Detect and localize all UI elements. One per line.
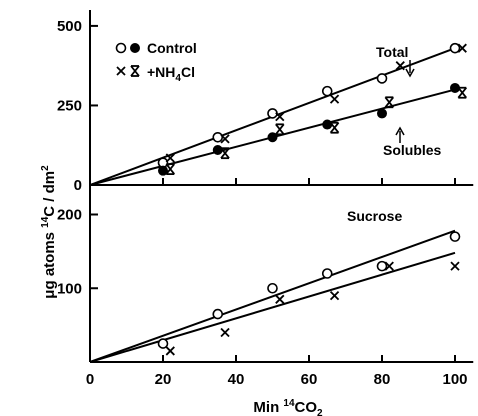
legend: Control +NH4Cl [115, 40, 197, 84]
data-point-filled-circle [377, 108, 387, 119]
y-tick-label: 0 [74, 177, 82, 194]
y-tick-label: 200 [57, 207, 82, 224]
data-point-x [220, 327, 230, 338]
legend-open-circle-icon [115, 42, 127, 54]
data-point-hourglass [457, 86, 468, 99]
x-tick-label: 40 [228, 371, 245, 388]
legend-filled-circle-icon [130, 43, 140, 53]
data-point-filled-circle [212, 145, 223, 155]
data-point-open-circle [449, 42, 461, 54]
data-point-open-circle [321, 85, 333, 97]
annotation-solubles: Solubles [383, 142, 442, 158]
data-point-hourglass [165, 163, 176, 175]
data-point-x [165, 153, 175, 163]
y-axis-label: μg atoms 14C / dm2 [40, 165, 58, 299]
data-point-hourglass [384, 96, 395, 109]
annotation-solubles-arrow-icon [395, 126, 405, 143]
data-point-hourglass [220, 147, 230, 160]
y-tick-label: 250 [57, 97, 82, 114]
fit-line [89, 229, 456, 363]
x-tick-label: 100 [442, 371, 467, 388]
data-point-open-circle [212, 308, 224, 320]
data-point-x [275, 294, 285, 304]
data-point-hourglass [329, 121, 340, 134]
x-tick-label: 0 [86, 371, 94, 388]
annotation-total-arrow-icon [405, 60, 415, 78]
y-tick-label: 100 [57, 280, 82, 297]
data-point-x [450, 261, 460, 271]
fit-line [89, 251, 456, 363]
data-point-x [329, 94, 340, 104]
data-point-filled-circle [322, 119, 333, 130]
annotation-sucrose: Sucrose [347, 208, 402, 224]
data-point-x [384, 261, 394, 271]
legend-entry-nh4cl: +NH4Cl [147, 64, 195, 84]
legend-hourglass-icon [130, 65, 140, 77]
x-tick-label: 80 [374, 371, 391, 388]
data-point-x [220, 134, 230, 144]
bottom-panel: 100 200 0 20 40 60 80 100 [57, 185, 474, 388]
data-point-x [395, 61, 405, 71]
data-point-open-circle [267, 282, 278, 294]
data-point-x [165, 346, 175, 356]
data-point-open-circle [449, 231, 461, 242]
legend-x-icon [116, 66, 126, 76]
x-tick-label: 60 [301, 371, 318, 388]
data-point-filled-circle [158, 165, 168, 176]
annotation-total: Total [376, 44, 408, 60]
data-point-open-circle [157, 338, 169, 349]
data-point-x [457, 43, 467, 53]
x-axis-label: Min 14CO2 [253, 398, 323, 416]
data-point-open-circle [212, 131, 224, 143]
x-tick-label: 20 [155, 371, 172, 388]
data-point-hourglass [275, 123, 285, 136]
data-point-open-circle [376, 73, 388, 84]
legend-entry-control: Control [147, 40, 197, 56]
top-panel: 0 250 500 [57, 10, 474, 194]
data-point-x [329, 290, 340, 301]
y-tick-label: 500 [57, 18, 82, 35]
data-point-open-circle [376, 260, 388, 272]
data-point-open-circle [321, 268, 333, 279]
data-point-filled-circle [267, 132, 278, 143]
data-point-x [275, 111, 285, 122]
